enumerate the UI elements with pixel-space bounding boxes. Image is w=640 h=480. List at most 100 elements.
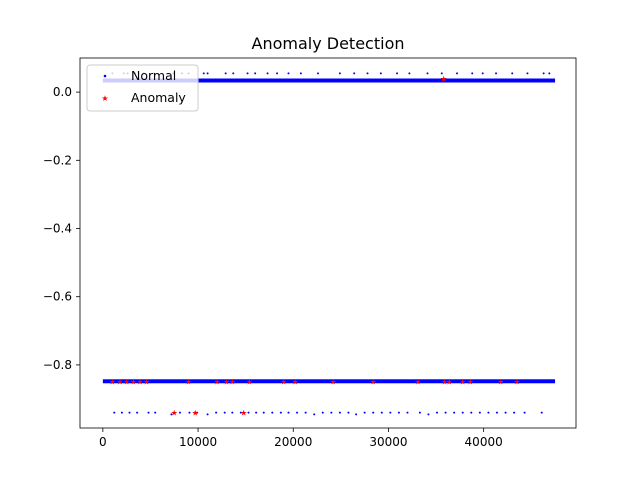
legend-box (86, 64, 199, 112)
normal-point (380, 411, 383, 414)
normal-point (481, 72, 484, 75)
normal-point (523, 411, 526, 414)
normal-point (397, 411, 400, 414)
anomaly-point: ★ (370, 377, 377, 386)
normal-point (444, 411, 447, 414)
normal-point (372, 411, 375, 414)
anomaly-point: ★ (292, 377, 299, 386)
normal-point (113, 411, 116, 414)
normal-point (396, 72, 399, 75)
y-tick-label: 0.0 (53, 85, 72, 99)
anomaly-point: ★ (171, 409, 178, 418)
anomaly-point: ★ (130, 377, 137, 386)
anomaly-point: ★ (497, 377, 504, 386)
y-tick-label: −0.2 (43, 153, 72, 167)
normal-point (436, 411, 439, 414)
normal-point (206, 413, 209, 416)
x-tick-label: 30000 (369, 435, 407, 449)
normal-point (511, 72, 514, 75)
x-tick-label: 10000 (179, 435, 217, 449)
normal-point (231, 411, 234, 414)
anomaly-point: ★ (214, 377, 221, 386)
normal-point (406, 411, 409, 414)
normal-point (276, 72, 279, 75)
normal-point (136, 411, 139, 414)
normal-point (470, 411, 473, 414)
anomaly-point: ★ (123, 377, 130, 386)
legend-entry: ★ Anomaly (101, 90, 186, 105)
normal-point (287, 72, 290, 75)
normal-point (338, 411, 341, 414)
normal-point (154, 411, 157, 414)
normal-point (487, 411, 490, 414)
anomaly-point: ★ (240, 409, 247, 418)
data-band (102, 379, 556, 384)
normal-point (279, 411, 282, 414)
normal-point (408, 72, 411, 75)
anomaly-point: ★ (441, 377, 448, 386)
normal-point (266, 72, 269, 75)
anomaly-point: ★ (229, 377, 236, 386)
anomaly-point: ★ (459, 377, 466, 386)
normal-point (461, 411, 464, 414)
normal-point (366, 72, 369, 75)
normal-point (147, 411, 150, 414)
anomaly-point: ★ (280, 377, 287, 386)
normal-point (317, 72, 320, 75)
anomaly-point: ★ (109, 377, 116, 386)
x-tick-label: 40000 (465, 435, 503, 449)
normal-point (120, 411, 123, 414)
legend: Normal ★ Anomaly (86, 64, 199, 112)
normal-point (202, 72, 205, 75)
chart-title: Anomaly Detection (252, 34, 405, 53)
legend-marker: ★ (101, 94, 108, 103)
anomaly-point: ★ (513, 377, 520, 386)
normal-point (426, 72, 429, 75)
y-tick-label: −0.8 (43, 358, 72, 372)
normal-point (495, 411, 498, 414)
y-tick-label: −0.4 (43, 222, 72, 236)
normal-point (206, 72, 209, 75)
normal-point (363, 411, 366, 414)
normal-point (355, 413, 358, 416)
normal-point (504, 411, 507, 414)
normal-point (304, 411, 307, 414)
normal-point (313, 413, 316, 416)
normal-point (513, 411, 516, 414)
normal-point (526, 72, 529, 75)
plot-area: ★★ ★ ★ ★ ★ ★ ★ ★ ★★ ★ ★ ★ ★ ★ ★ ★★ ★ ★ ★ ★★ ★ ★ (102, 72, 556, 418)
normal-point (299, 72, 302, 75)
normal-point (540, 411, 543, 414)
legend-label: Normal (131, 68, 176, 83)
normal-point (287, 411, 290, 414)
x-axis: 0 10000 20000 30000 40000 (99, 428, 503, 449)
normal-point (188, 411, 191, 414)
normal-point (353, 72, 356, 75)
normal-point (338, 72, 341, 75)
legend-label: Anomaly (131, 90, 186, 105)
normal-point (246, 72, 249, 75)
series-anomaly: ★★ ★ ★ ★ ★ ★ ★ ★ ★★ ★ ★ ★ ★ ★ ★ ★★ ★ ★ ★ ★★ ★ ★ (109, 74, 521, 417)
normal-point (128, 411, 131, 414)
y-axis: 0.0 −0.2 −0.4 −0.6 −0.8 (43, 85, 80, 372)
normal-point (262, 411, 265, 414)
normal-point (254, 72, 257, 75)
normal-point (548, 72, 551, 75)
anomaly-point: ★ (246, 377, 253, 386)
normal-point (495, 72, 498, 75)
x-tick-label: 20000 (274, 435, 312, 449)
normal-point (271, 411, 274, 414)
normal-point (321, 411, 324, 414)
anomaly-point: ★ (446, 377, 453, 386)
data-band (102, 78, 556, 83)
normal-point (379, 72, 382, 75)
normal-point (170, 413, 173, 416)
y-tick-label: −0.6 (43, 290, 72, 304)
normal-point (223, 411, 226, 414)
normal-point (389, 411, 392, 414)
normal-point (239, 411, 242, 414)
normal-point (196, 411, 199, 414)
normal-point (478, 411, 481, 414)
normal-point (247, 411, 250, 414)
